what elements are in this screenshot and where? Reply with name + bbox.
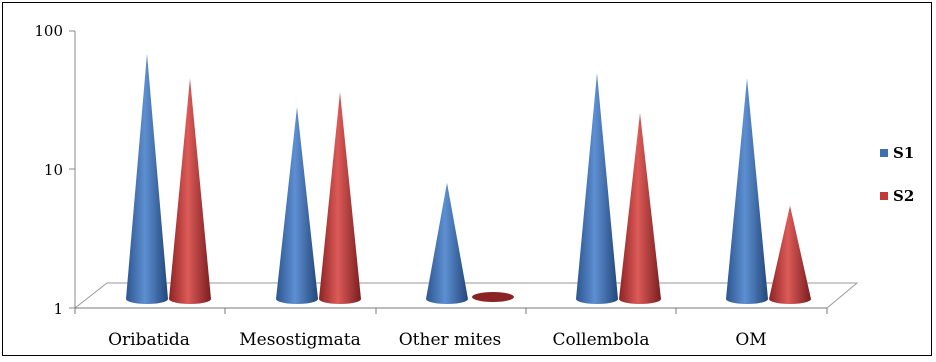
cone-s1-mesostigmata	[276, 107, 318, 304]
legend: S1 S2	[880, 144, 914, 205]
legend-label-s2: S2	[893, 187, 914, 205]
category-label-om: OM	[735, 330, 766, 350]
legend-swatch-s1	[880, 149, 888, 157]
y-tick-label-1: 1	[53, 300, 63, 318]
category-labels: Oribatida Mesostigmata Other mites Colle…	[108, 330, 767, 350]
cone-s2-other-mites	[472, 292, 514, 302]
y-tick-label-100: 100	[34, 22, 63, 40]
y-axis: 100 10 1	[34, 22, 76, 318]
chart-frame: 100 10 1 Oribatida Mesostigmata Other mi…	[2, 2, 932, 356]
cone-s2-collembola	[619, 112, 661, 304]
cone-marks	[126, 53, 811, 305]
category-label-mesostigmata: Mesostigmata	[239, 330, 361, 350]
y-tick-label-10: 10	[44, 161, 63, 179]
chart-svg: 100 10 1 Oribatida Mesostigmata Other mi…	[34, 22, 914, 350]
legend-swatch-s2	[880, 192, 888, 200]
cone-s1-collembola	[576, 73, 618, 304]
cone-s2-oribatida	[169, 78, 211, 304]
category-label-collembola: Collembola	[553, 330, 650, 350]
cone-s1-om	[726, 78, 768, 304]
legend-label-s1: S1	[893, 144, 914, 162]
cone-s1-oribatida	[126, 53, 168, 304]
cone-s1-other-mites	[426, 182, 468, 304]
cone-s2-om	[769, 205, 811, 304]
category-label-other-mites: Other mites	[399, 330, 501, 350]
category-label-oribatida: Oribatida	[108, 330, 190, 350]
cone-s2-mesostigmata	[319, 92, 361, 305]
